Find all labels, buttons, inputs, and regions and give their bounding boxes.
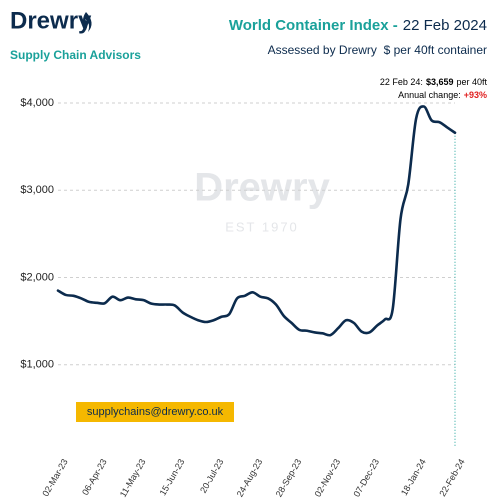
annotation-date: 22 Feb 24: [380, 77, 423, 87]
y-tick-label: $1,000 [20, 359, 54, 371]
x-tick-label: 22-Feb-24 [437, 457, 466, 498]
annotation-value: 22 Feb 24: $3,659 per 40ft [380, 77, 488, 87]
title-date: 22 Feb 2024 [403, 17, 487, 34]
subtitle: Assessed by Drewry $ per 40ft container [268, 43, 487, 57]
series-line [56, 105, 457, 337]
annotation-unit: per 40ft [456, 77, 487, 87]
x-tick-label: 07-Dec-23 [351, 457, 381, 498]
x-tick-label: 11-May-23 [118, 457, 148, 499]
annotation-change-label: Annual change: [398, 90, 461, 100]
watermark: Drewry [194, 166, 330, 210]
watermark-sub: EST 1970 [225, 219, 299, 234]
x-tick-label: 15-Jun-23 [158, 457, 187, 497]
annotation-change-value: +93% [464, 90, 487, 100]
y-tick-label: $4,000 [20, 97, 54, 109]
x-tick-label: 06-Apr-23 [80, 457, 109, 497]
brand: Drewry [10, 7, 92, 34]
title-main: World Container Index - [229, 17, 398, 34]
y-tick-label: $3,000 [20, 184, 54, 196]
annotation-change: Annual change: +93% [398, 90, 487, 100]
contact[interactable]: supplychains@drewry.co.uk [87, 406, 224, 418]
x-tick-label: 28-Sep-23 [274, 457, 304, 498]
logo-flame [83, 12, 92, 32]
x-tick-label: 02-Nov-23 [313, 457, 343, 498]
y-tick-label: $2,000 [20, 271, 54, 283]
brand-tagline: Supply Chain Advisors [10, 48, 141, 62]
annotation-price: $3,659 [426, 77, 454, 87]
x-tick-label: 02-Mar-23 [40, 457, 69, 498]
x-tick-label: 24-Aug-23 [235, 457, 265, 498]
x-tick-label: 20-Jul-23 [198, 457, 225, 495]
contact-box [76, 402, 234, 422]
title: World Container Index - 22 Feb 2024 [229, 17, 487, 34]
x-tick-label: 18-Jan-24 [399, 457, 428, 497]
